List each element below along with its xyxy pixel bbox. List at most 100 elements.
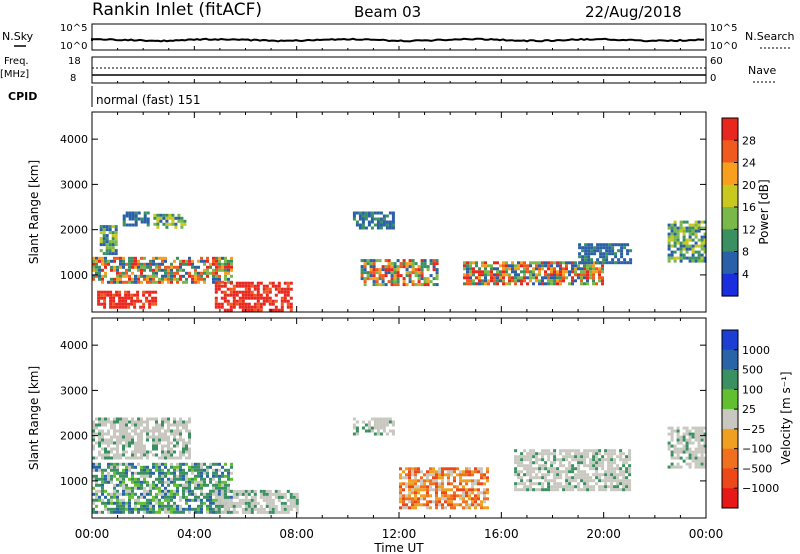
data-cell: [405, 503, 408, 507]
velocity-colorbar-tick: −500: [742, 462, 772, 475]
data-cell: [568, 455, 572, 459]
data-cell: [229, 504, 233, 508]
data-cell: [197, 504, 200, 508]
data-cell: [453, 503, 456, 507]
data-cell: [220, 302, 224, 306]
data-cell: [116, 495, 119, 499]
data-cell: [185, 259, 188, 263]
data-cell: [474, 500, 477, 504]
data-cell: [411, 271, 415, 275]
data-cell: [95, 259, 98, 263]
data-cell: [673, 226, 677, 230]
data-cell: [170, 432, 173, 436]
data-cell: [673, 447, 677, 451]
data-cell: [122, 438, 125, 442]
data-cell: [155, 262, 158, 266]
data-cell: [396, 259, 400, 263]
data-cell: [127, 302, 131, 306]
data-cell: [105, 243, 109, 247]
data-cell: [526, 276, 529, 280]
data-cell: [565, 452, 569, 456]
data-cell: [107, 501, 110, 505]
data-cell: [447, 482, 450, 486]
data-cell: [511, 276, 514, 280]
data-cell: [122, 468, 125, 472]
data-cell: [218, 265, 221, 269]
data-cell: [179, 420, 182, 424]
data-cell: [480, 491, 483, 495]
data-cell: [143, 495, 146, 499]
data-cell: [134, 465, 137, 469]
data-cell: [604, 488, 608, 492]
data-cell: [203, 268, 206, 272]
data-cell: [483, 482, 486, 486]
data-cell: [218, 480, 221, 484]
data-cell: [247, 281, 251, 285]
data-cell: [277, 498, 281, 502]
data-cell: [146, 507, 149, 511]
data-cell: [92, 456, 95, 460]
data-cell: [438, 497, 441, 501]
data-cell: [131, 507, 134, 511]
data-cell: [679, 253, 683, 257]
data-cell: [426, 473, 429, 477]
data-cell: [520, 279, 523, 283]
data-cell: [113, 462, 116, 466]
data-cell: [402, 503, 405, 507]
data-cell: [517, 279, 520, 283]
data-cell: [113, 456, 116, 460]
data-cell: [151, 302, 155, 306]
data-cell: [682, 247, 686, 251]
data-cell: [161, 447, 164, 451]
data-cell: [128, 262, 131, 266]
data-cell: [153, 213, 157, 217]
data-cell: [146, 483, 149, 487]
data-cell: [218, 462, 221, 466]
data-cell: [426, 265, 430, 269]
data-cell: [420, 274, 424, 278]
data-cell: [408, 265, 412, 269]
data-cell: [541, 452, 545, 456]
data-cell: [277, 287, 281, 291]
data-cell: [139, 305, 143, 309]
data-cell: [212, 268, 215, 272]
data-cell: [128, 495, 131, 499]
data-cell: [165, 213, 169, 217]
data-cell: [223, 299, 227, 303]
data-cell: [268, 299, 272, 303]
data-cell: [553, 452, 557, 456]
data-cell: [197, 471, 200, 475]
data-cell: [271, 501, 275, 505]
data-cell: [691, 232, 695, 236]
data-cell: [580, 473, 584, 477]
data-cell: [194, 277, 197, 281]
data-cell: [134, 259, 137, 263]
data-cell: [526, 270, 529, 274]
data-cell: [250, 293, 254, 297]
data-cell: [173, 480, 176, 484]
data-cell: [110, 259, 113, 263]
data-cell: [188, 438, 191, 442]
data-cell: [402, 482, 405, 486]
data-cell: [694, 259, 698, 263]
data-cell: [155, 438, 158, 442]
data-cell: [92, 274, 95, 278]
data-cell: [382, 420, 386, 424]
data-cell: [559, 482, 563, 486]
data-cell: [230, 495, 233, 499]
data-cell: [373, 426, 377, 430]
data-cell: [100, 296, 104, 300]
data-cell: [703, 256, 707, 260]
data-cell: [526, 485, 530, 489]
data-cell: [292, 495, 296, 499]
data-cell: [164, 429, 167, 433]
data-cell: [670, 229, 674, 233]
data-cell: [517, 267, 520, 271]
data-cell: [235, 495, 239, 499]
data-cell: [361, 223, 365, 227]
data-cell: [203, 259, 206, 263]
data-cell: [131, 214, 135, 218]
data-cell: [262, 296, 266, 300]
data-cell: [221, 280, 224, 284]
data-cell: [259, 504, 263, 508]
